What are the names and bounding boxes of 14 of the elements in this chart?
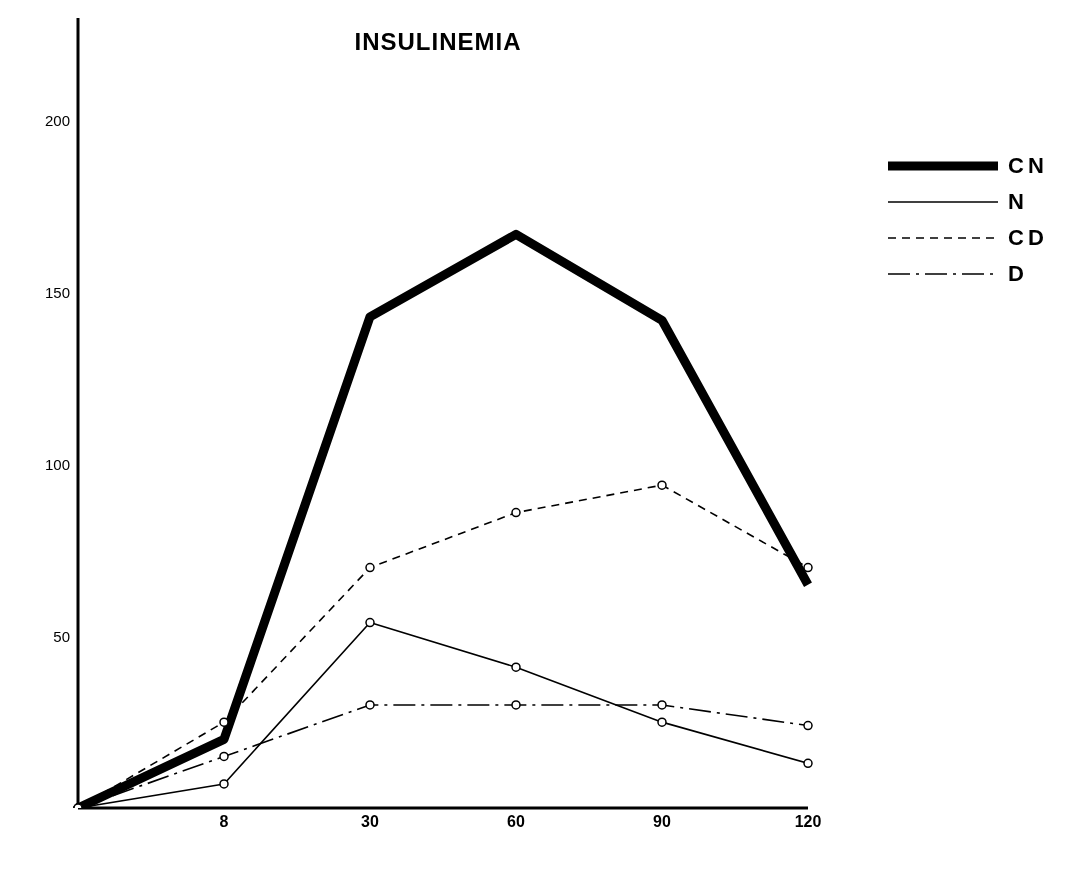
chart-title: INSULINEMIA bbox=[353, 28, 523, 56]
y-tick-label: 150 bbox=[44, 284, 70, 302]
legend-label: D bbox=[1008, 261, 1028, 287]
legend-label: CN bbox=[1008, 153, 1048, 179]
x-tick-label: 8 bbox=[219, 813, 229, 831]
y-tick-label: 100 bbox=[44, 455, 70, 473]
x-tick-label: 120 bbox=[794, 813, 822, 831]
y-tick-label: 50 bbox=[53, 627, 70, 645]
x-tick-label: 60 bbox=[507, 813, 525, 831]
x-tick-label: 90 bbox=[653, 813, 671, 831]
legend-label: N bbox=[1008, 189, 1028, 215]
y-tick-label: 200 bbox=[44, 112, 70, 130]
x-tick-label: 30 bbox=[361, 813, 379, 831]
legend-label: CD bbox=[1008, 225, 1048, 251]
